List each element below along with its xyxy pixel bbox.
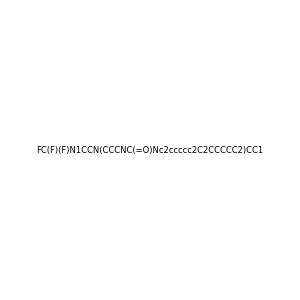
Text: FC(F)(F)N1CCN(CCCNC(=O)Nc2ccccc2C2CCCCC2)CC1: FC(F)(F)N1CCN(CCCNC(=O)Nc2ccccc2C2CCCCC2…: [36, 146, 264, 154]
